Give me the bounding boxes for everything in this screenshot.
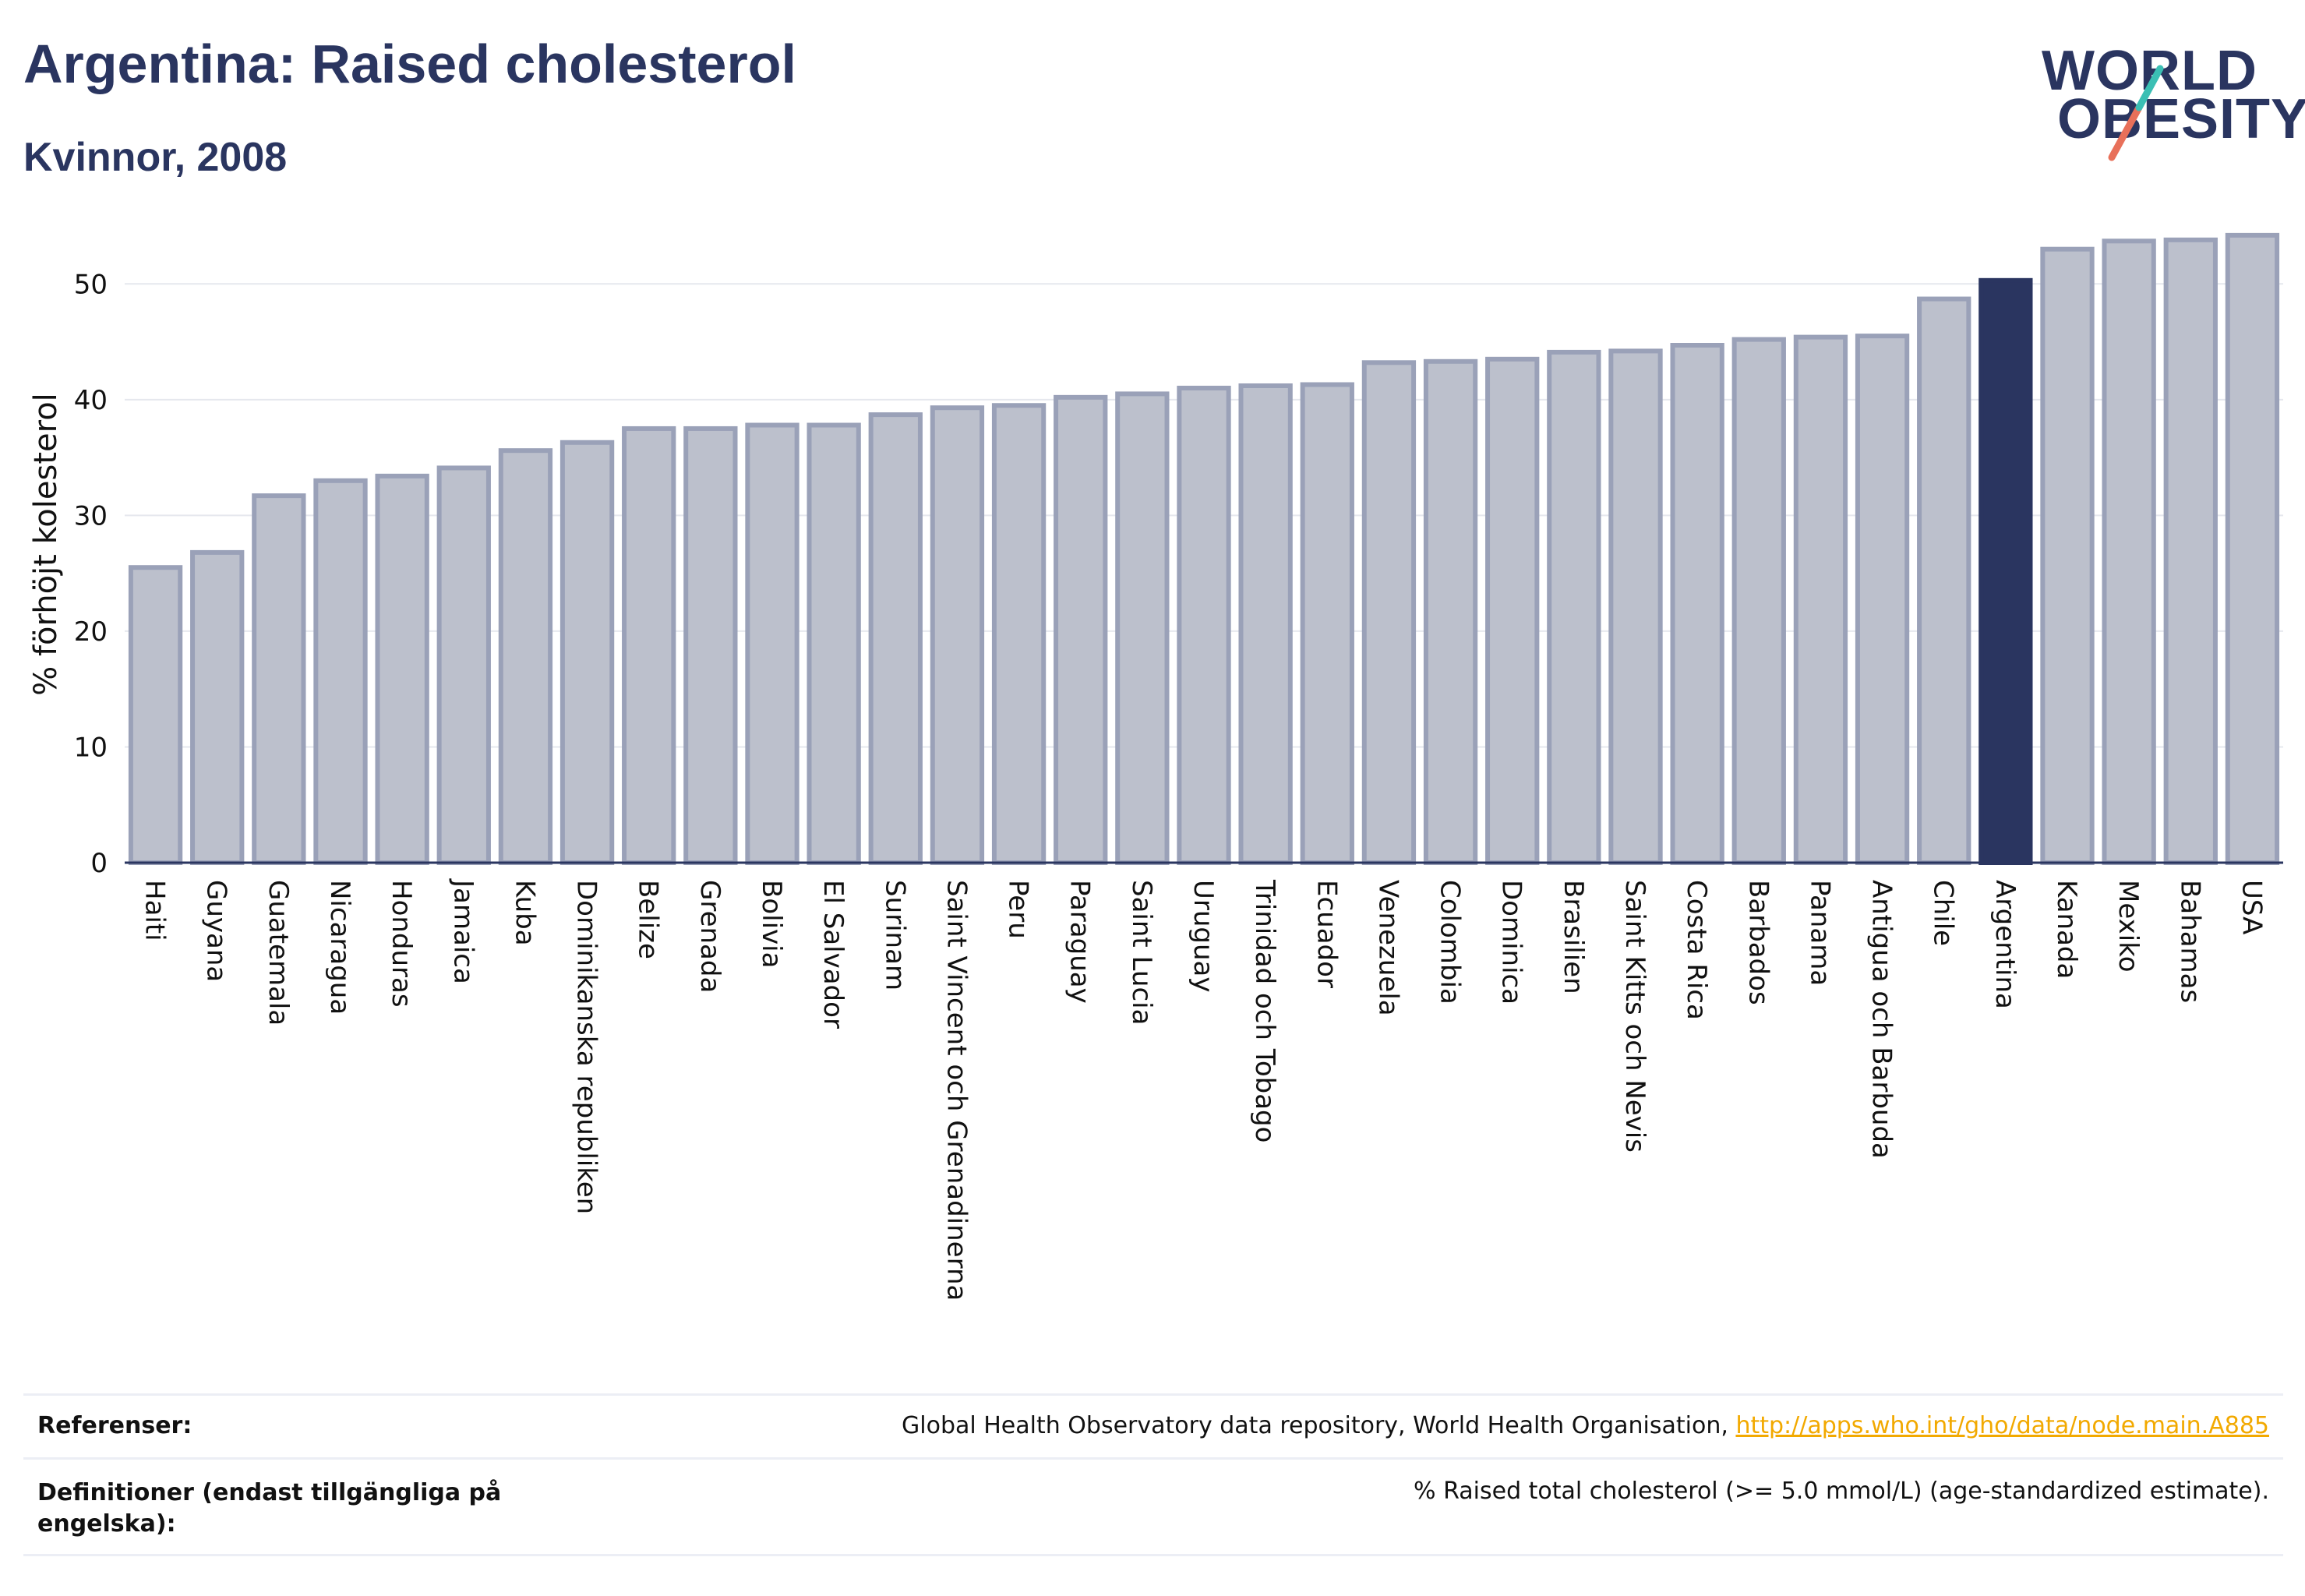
bar <box>1731 337 1786 866</box>
x-tick-label: Kanada <box>2051 880 2082 979</box>
x-tick-label: Nicaragua <box>324 880 355 1015</box>
bar <box>375 473 429 865</box>
x-tick-label: Colombia <box>1435 880 1466 1005</box>
bar <box>807 422 861 865</box>
x-tick-label: Costa Rica <box>1681 880 1712 1020</box>
x-tick-label: Trinidad och Tobago <box>1249 879 1280 1142</box>
x-tick-label: Argentina <box>1989 880 2021 1009</box>
page-title: Argentina: Raised cholesterol <box>23 34 796 94</box>
bar <box>559 440 615 865</box>
x-tick-label: Peru <box>1003 880 1034 939</box>
bar <box>1300 382 1354 865</box>
bar <box>1855 334 1910 866</box>
footer-divider <box>23 1393 2283 1396</box>
x-tick-label: Haiti <box>139 880 171 941</box>
bar <box>930 405 985 865</box>
bar <box>1238 383 1293 865</box>
x-tick-label: Saint Vincent och Grenadinerna <box>941 880 972 1301</box>
y-tick-label: 20 <box>74 616 108 648</box>
x-tick-label: Belize <box>633 880 664 959</box>
bar <box>991 403 1047 865</box>
bar <box>1485 356 1540 865</box>
bar <box>190 549 245 865</box>
x-tick-label: Saint Lucia <box>1126 880 1157 1025</box>
bar <box>1670 343 1724 865</box>
x-tick-label: Honduras <box>386 880 417 1008</box>
references-value: Global Health Observatory data repositor… <box>902 1412 2269 1439</box>
x-tick-label: Ecuador <box>1311 880 1342 988</box>
footer-divider <box>23 1554 2283 1556</box>
x-tick-label: USA <box>2236 880 2267 934</box>
x-tick-label: Bolivia <box>756 880 787 968</box>
x-tick-label: Venezuela <box>1372 880 1403 1016</box>
definitions-value: % Raised total cholesterol (>= 5.0 mmol/… <box>1414 1478 2269 1505</box>
bar <box>436 465 491 866</box>
x-tick-label: Barbados <box>1742 880 1774 1005</box>
footer-divider <box>23 1457 2283 1460</box>
bar <box>683 425 738 865</box>
bar <box>2225 232 2280 866</box>
page-subtitle: Kvinnor, 2008 <box>23 135 288 180</box>
x-tick-label: Mexiko <box>2113 880 2144 973</box>
bar <box>622 425 676 865</box>
x-tick-label: Guyana <box>201 880 232 982</box>
x-tick-label: Saint Kitts och Nevis <box>1619 880 1650 1153</box>
bar <box>2102 238 2156 865</box>
bar <box>1177 385 1231 865</box>
bar <box>745 422 800 865</box>
y-tick-label: 10 <box>74 732 108 763</box>
bar-highlight <box>1978 277 2033 866</box>
logo-text-obesity: OBESITY <box>2057 88 2305 150</box>
x-tick-label: Paraguay <box>1064 880 1096 1004</box>
bar <box>868 412 923 865</box>
x-tick-label: El Salvador <box>817 880 849 1029</box>
bar <box>1115 391 1170 865</box>
x-tick-label: Antigua och Barbuda <box>1866 880 1897 1159</box>
bar <box>313 478 368 865</box>
x-tick-label: Uruguay <box>1188 880 1219 993</box>
references-row: Referenser: Global Health Observatory da… <box>23 1412 2283 1459</box>
y-tick-label: 40 <box>74 385 108 416</box>
x-tick-label: Grenada <box>694 880 725 993</box>
x-tick-label: Kuba <box>509 880 540 946</box>
logo-slash-icon <box>2108 65 2164 161</box>
x-tick-label: Brasilien <box>1558 880 1589 994</box>
y-tick-label: 30 <box>74 500 108 531</box>
bar <box>1547 349 1601 865</box>
bar <box>252 493 306 865</box>
x-tick-label: Guatemala <box>263 880 294 1026</box>
x-tick-label: Dominica <box>1496 880 1527 1005</box>
bar <box>1917 296 1971 866</box>
bar <box>2163 237 2218 865</box>
bar <box>498 448 553 865</box>
bar <box>1361 360 1417 865</box>
definitions-label: Definitioner (endast tillgängliga på eng… <box>37 1479 502 1538</box>
x-tick-label: Jamaica <box>447 878 478 984</box>
y-tick-label: 50 <box>74 269 108 300</box>
y-axis-label: % förhöjt kolesterol <box>28 393 64 696</box>
y-tick-label: 0 <box>90 848 108 879</box>
x-tick-label: Dominikanska republiken <box>571 880 602 1214</box>
bar <box>1793 334 1848 865</box>
references-text: Global Health Observatory data repositor… <box>902 1412 1736 1439</box>
references-link[interactable]: http://apps.who.int/gho/data/node.main.A… <box>1735 1412 2269 1439</box>
definitions-row: Definitioner (endast tillgängliga på eng… <box>23 1478 2283 1548</box>
bar <box>1423 358 1478 866</box>
bar <box>1608 348 1663 865</box>
bar <box>1054 394 1108 865</box>
x-tick-label: Panama <box>1804 880 1835 986</box>
x-tick-label: Bahamas <box>2174 880 2205 1003</box>
bar <box>128 565 183 866</box>
bar-chart: 0 10 20 30 40 50 % förhöjt kolesterol Haiti Guya… <box>28 232 2283 1301</box>
bar <box>2040 246 2095 865</box>
references-label: Referenser: <box>37 1412 192 1439</box>
world-obesity-logo: WORLD OBESITY <box>2034 39 2305 171</box>
x-tick-label: Surinam <box>879 880 910 990</box>
x-tick-label: Chile <box>1928 880 1959 946</box>
